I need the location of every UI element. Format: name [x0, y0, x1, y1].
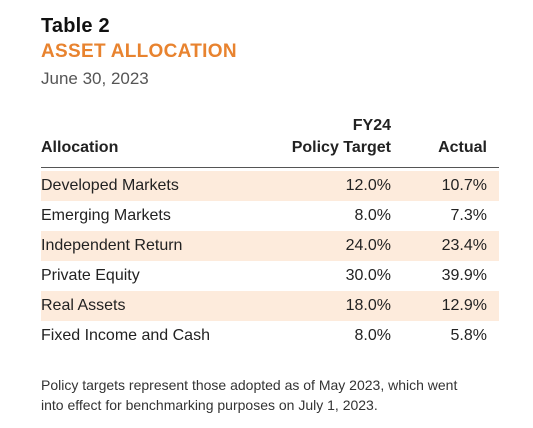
table-body: Developed Markets 12.0% 10.7% Emerging M…	[41, 171, 499, 351]
table-number: Table 2	[41, 15, 110, 37]
column-header-allocation: Allocation	[41, 139, 119, 156]
table-row: Emerging Markets 8.0% 7.3%	[41, 201, 499, 231]
header-divider	[41, 167, 499, 168]
row-actual: 39.9%	[441, 267, 487, 284]
table-row: Developed Markets 12.0% 10.7%	[41, 171, 499, 201]
row-actual: 7.3%	[450, 207, 487, 224]
row-policy-target: 24.0%	[345, 237, 391, 254]
footnote-line-2: into effect for benchmarking purposes on…	[41, 397, 378, 413]
asset-allocation-table: Table 2 ASSET ALLOCATION June 30, 2023 A…	[41, 14, 499, 351]
row-policy-target: 12.0%	[345, 177, 391, 194]
table-row: Independent Return 24.0% 23.4%	[41, 231, 499, 261]
row-label: Real Assets	[41, 297, 126, 314]
row-actual: 10.7%	[441, 177, 487, 194]
column-header-policy-target: FY24 Policy Target	[292, 115, 391, 159]
row-actual: 5.8%	[450, 327, 487, 344]
row-label: Developed Markets	[41, 177, 179, 194]
column-header-target-line1: FY24	[352, 117, 391, 134]
row-label: Fixed Income and Cash	[41, 327, 210, 344]
row-label: Independent Return	[41, 237, 183, 254]
table-row: Real Assets 18.0% 12.9%	[41, 291, 499, 321]
row-policy-target: 30.0%	[345, 267, 391, 284]
table-date: June 30, 2023	[41, 69, 149, 88]
row-label: Emerging Markets	[41, 207, 171, 224]
table-row: Fixed Income and Cash 8.0% 5.8%	[41, 321, 499, 351]
row-actual: 12.9%	[441, 297, 487, 314]
footnote: Policy targets represent those adopted a…	[41, 375, 511, 415]
row-policy-target: 8.0%	[354, 207, 391, 224]
table-title: ASSET ALLOCATION	[41, 41, 237, 62]
table-row: Private Equity 30.0% 39.9%	[41, 261, 499, 291]
footnote-line-1: Policy targets represent those adopted a…	[41, 377, 458, 393]
row-actual: 23.4%	[441, 237, 487, 254]
row-policy-target: 18.0%	[345, 297, 391, 314]
row-label: Private Equity	[41, 267, 140, 284]
column-header-actual: Actual	[438, 139, 487, 156]
row-policy-target: 8.0%	[354, 327, 391, 344]
column-header-target-line2: Policy Target	[291, 139, 391, 156]
table-header: Allocation FY24 Policy Target Actual	[41, 111, 499, 159]
